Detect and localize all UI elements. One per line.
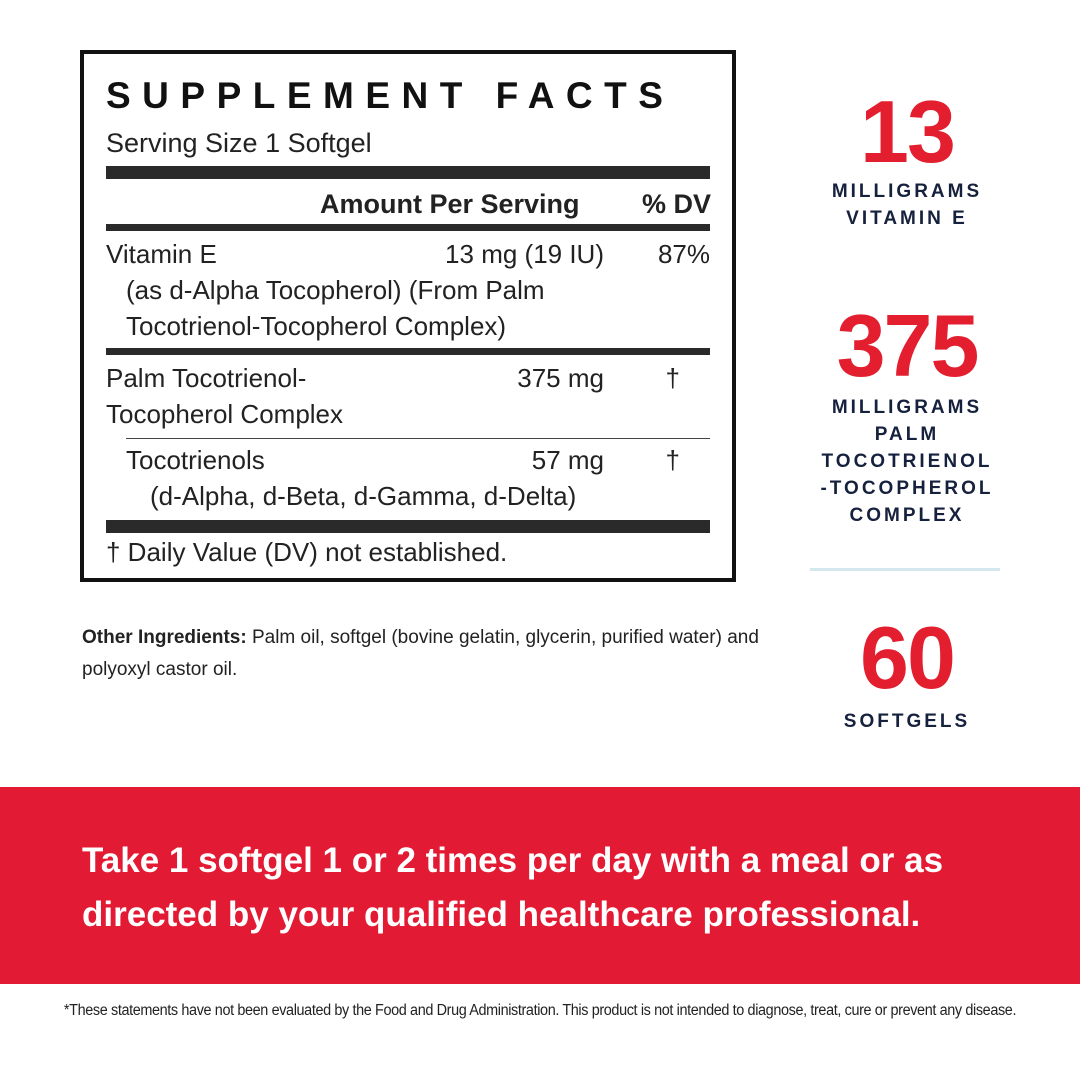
other-ingredients-label: Other Ingredients: xyxy=(82,627,247,648)
header-dv: % DV xyxy=(642,189,712,219)
stat-value: 60 xyxy=(860,608,956,707)
supplement-facts-panel: SUPPLEMENT FACTS Serving Size 1 Softgel … xyxy=(80,50,736,582)
directions-line-2: directed by your qualified healthcare pr… xyxy=(82,895,921,934)
directions-line-1: Take 1 softgel 1 or 2 times per day with… xyxy=(82,841,944,880)
facts-title: SUPPLEMENT FACTS xyxy=(106,75,675,116)
stat-divider xyxy=(810,568,1000,571)
stat-label-line: -TOCOPHEROL xyxy=(820,478,994,499)
stat-label-line: VITAMIN E xyxy=(846,208,968,229)
row-tocotrienols-forms: (d-Alpha, d-Beta, d-Gamma, d-Delta) xyxy=(150,481,577,511)
thick-divider xyxy=(106,520,710,533)
medium-divider xyxy=(106,348,710,355)
row-vitamin-e-dv: 87% xyxy=(657,239,710,269)
stat-value: 375 xyxy=(836,296,980,395)
row-tocotrienols-dv: † xyxy=(665,445,680,475)
stat-label-line: PALM xyxy=(874,424,940,445)
directions-banner xyxy=(0,787,1080,984)
row-palm-complex-amount: 375 mg xyxy=(517,363,604,393)
fda-disclaimer: *These statements have not been evaluate… xyxy=(63,1002,1017,1019)
other-ingredients: Other Ingredients: Palm oil, softgel (bo… xyxy=(82,622,772,686)
stat-vitamin-e: 13 MILLIGRAMS VITAMIN E xyxy=(796,88,1018,232)
stat-palm-complex: 375 MILLIGRAMS PALM TOCOTRIENOL -TOCOPHE… xyxy=(796,302,1018,529)
stat-value: 13 xyxy=(860,82,956,181)
row-vitamin-e-source-2: Tocotrienol-Tocopherol Complex) xyxy=(126,311,507,341)
stat-label-line: COMPLEX xyxy=(849,505,965,526)
stat-label-line: MILLIGRAMS xyxy=(831,181,983,202)
directions-text: Take 1 softgel 1 or 2 times per day with… xyxy=(82,834,1062,942)
thick-divider xyxy=(106,166,710,179)
serving-size: Serving Size 1 Softgel xyxy=(106,128,372,158)
thin-divider xyxy=(126,438,710,439)
stat-label-line: SOFTGELS xyxy=(843,711,971,732)
row-palm-complex-dv: † xyxy=(665,363,680,393)
stat-label-line: MILLIGRAMS xyxy=(831,397,983,418)
row-palm-complex-name-2: Tocopherol Complex xyxy=(106,399,344,429)
row-vitamin-e-source-1: (as d-Alpha Tocopherol) (From Palm xyxy=(126,275,545,305)
row-palm-complex-name: Palm Tocotrienol- xyxy=(106,363,307,393)
row-tocotrienols-amount: 57 mg xyxy=(531,445,604,475)
row-vitamin-e-amount: 13 mg (19 IU) xyxy=(445,239,604,269)
medium-divider xyxy=(106,224,710,231)
other-ingredients-text: Palm oil, softgel (bovine gelatin, glyce… xyxy=(82,627,759,680)
row-vitamin-e-name: Vitamin E xyxy=(106,239,217,269)
row-tocotrienols-name: Tocotrienols xyxy=(126,445,265,475)
dv-footnote: † Daily Value (DV) not established. xyxy=(106,537,508,567)
stat-softgels: 60 SOFTGELS xyxy=(796,614,1018,735)
header-amount-per-serving: Amount Per Serving xyxy=(320,189,580,219)
stat-label-line: TOCOTRIENOL xyxy=(821,451,993,472)
